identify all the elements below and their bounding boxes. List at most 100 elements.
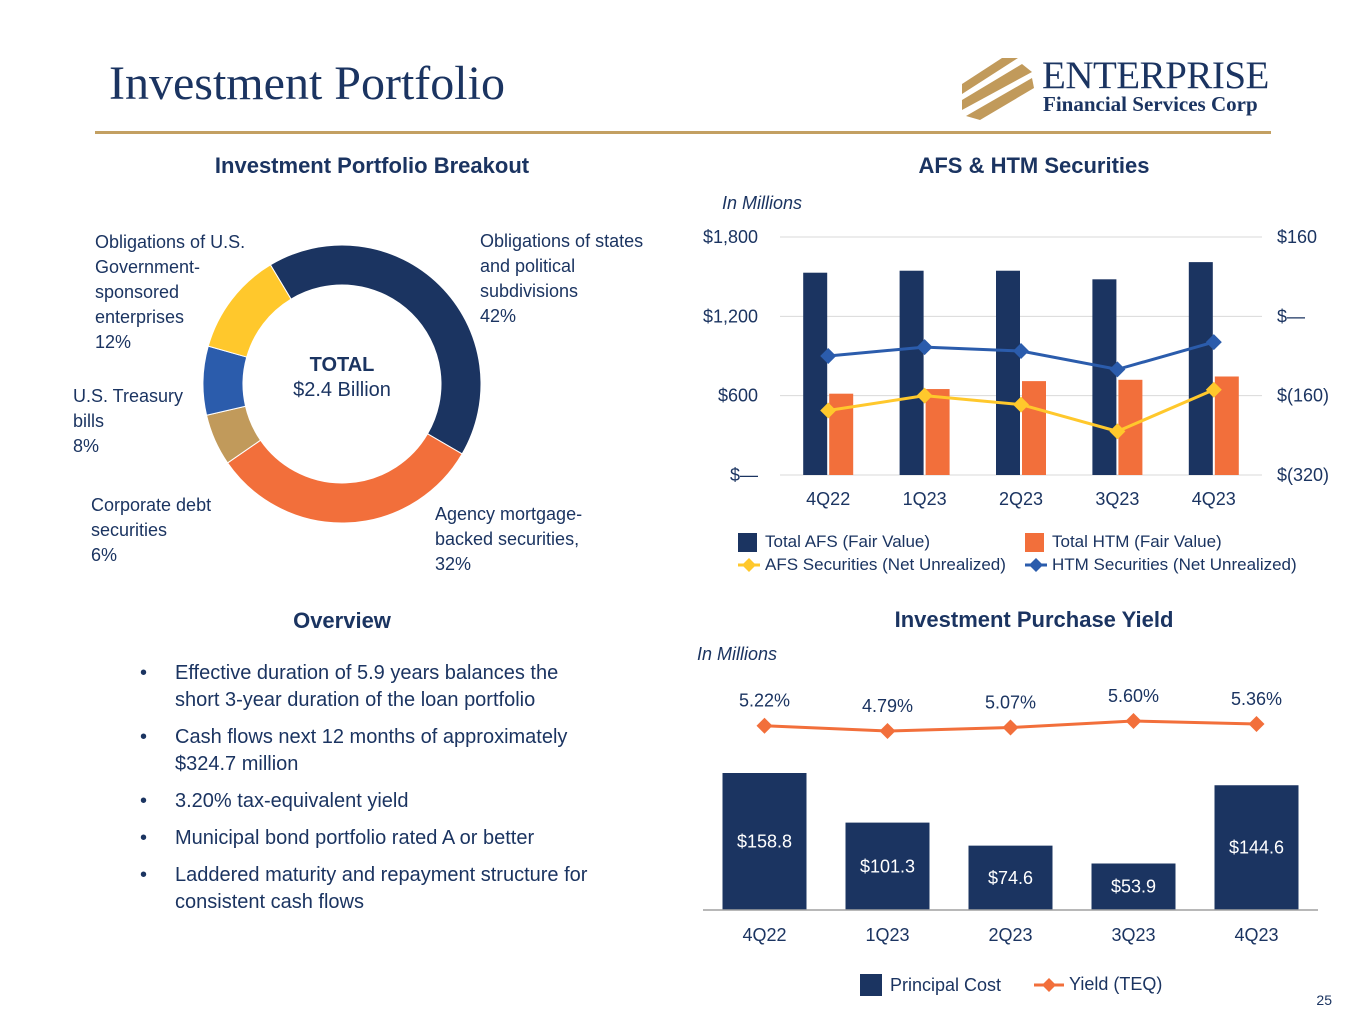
legend-line-marker [1034,977,1064,992]
x-tick-label: 4Q22 [806,489,850,509]
y-left-tick-label: $1,200 [703,306,758,326]
x-tick-label: 1Q23 [903,489,947,509]
donut-slice-0 [269,244,482,455]
donut-slice-3 [202,345,248,416]
yield-data-label: 5.36% [1231,689,1282,709]
legend-afs-net-unrealized: AFS Securities (Net Unrealized) [738,555,1006,575]
yield-point [1125,713,1142,729]
pie-label-agency-mbs: Agency mortgage-backed securities, 32% [435,502,605,577]
logo-stripes-icon [962,58,1034,120]
pie-label-name: U.S. Treasury bills [73,386,184,431]
overview-bullet: 3.20% tax-equivalent yield [140,788,600,815]
line-point [916,387,933,404]
logo-subtitle: Financial Services Corp [1043,92,1258,116]
pie-label-percent: 8% [73,436,100,456]
bar-total-htm [925,389,950,475]
pie-label-gse: Obligations of U.S. Government-sponsored… [95,230,260,355]
bar-total-afs [1092,279,1117,475]
legend-label: Total HTM (Fair Value) [1052,532,1222,551]
bar-data-label: $101.3 [860,856,915,876]
bar-total-afs [803,272,828,475]
header-divider [95,131,1271,134]
bar-data-label: $53.9 [1111,877,1156,897]
afs-htm-title: AFS & HTM Securities [918,153,1150,178]
x-tick-label: 4Q22 [742,925,786,945]
donut-center-total: TOTAL $2.4 Billion [272,354,412,402]
overview-bullet-list: Effective duration of 5.9 years balances… [140,660,600,926]
donut-total-label: TOTAL [309,354,375,376]
legend-label: HTM Securities (Net Unrealized) [1052,555,1297,574]
yield-legend: Principal Cost Yield (TEQ) [860,974,1180,1000]
legend-label: Yield (TEQ) [1069,974,1163,994]
pie-label-percent: 32% [435,554,472,574]
legend-swatch [738,532,757,552]
yield-units: In Millions [697,644,778,664]
yield-point [879,723,896,739]
line-point [1109,361,1126,378]
bar-total-afs [899,270,924,475]
company-logo: ENTERPRISE Financial Services Corp [962,54,1274,122]
line-point [1109,423,1126,440]
x-tick-label: 4Q23 [1234,925,1278,945]
overview-bullet: Cash flows next 12 months of approximate… [140,724,600,778]
legend-label: AFS Securities (Net Unrealized) [765,555,1006,574]
pie-label-treasury: U.S. Treasury bills 8% [73,384,198,459]
series-line-3 [828,340,1215,371]
yield-data-label: 4.79% [862,696,913,716]
x-tick-label: 3Q23 [1095,489,1139,509]
y-left-tick-label: $600 [718,386,758,406]
pie-label-percent: 12% [95,332,132,352]
x-tick-label: 3Q23 [1111,925,1155,945]
legend-line-marker [738,558,760,572]
legend-label: Principal Cost [890,974,1002,995]
line-point [916,339,933,356]
legend-htm-net-unrealized: HTM Securities (Net Unrealized) [1025,555,1297,575]
bar-principal-cost [1214,785,1299,910]
series-line-2 [827,388,1215,433]
pie-label-name: Corporate debt securities [91,495,212,540]
legend-swatch [860,974,882,996]
donut-slice-1 [226,433,463,524]
yield-point [1248,715,1265,732]
bar-total-afs [1188,262,1213,475]
bar-data-label: $144.6 [1229,838,1284,858]
y-left-tick-label: $1,800 [703,227,758,247]
page-number: 25 [1316,992,1332,1008]
bar-total-htm [1118,379,1143,475]
y-right-tick-label: $160 [1277,227,1317,247]
pie-label-name: Obligations of U.S. Government-sponsored… [95,232,246,327]
line-point [1205,381,1222,398]
overview-title: Overview [293,608,391,633]
legend-swatch [1025,532,1044,552]
overview-bullet: Laddered maturity and repayment structur… [140,862,600,916]
x-tick-label: 2Q23 [988,925,1032,945]
legend-principal-cost: Principal Cost [860,974,1001,996]
y-right-tick-label: $(160) [1277,386,1329,406]
yield-data-label: 5.60% [1108,686,1159,706]
yield-point [756,717,773,734]
legend-yield-teq: Yield (TEQ) [1034,974,1162,995]
legend-total-htm: Total HTM (Fair Value) [1025,532,1222,552]
bar-principal-cost [845,822,930,910]
line-point [820,348,837,364]
yield-data-label: 5.22% [739,691,790,711]
bar-data-label: $74.6 [988,868,1033,888]
bar-total-htm [1022,381,1046,475]
yield-line [764,719,1257,733]
pie-label-name: Obligations of states and political subd… [480,231,644,301]
x-tick-label: 1Q23 [865,925,909,945]
yield-title: Investment Purchase Yield [894,607,1174,632]
legend-total-afs: Total AFS (Fair Value) [738,532,930,552]
legend-label: Total AFS (Fair Value) [765,532,931,551]
bar-total-afs [996,270,1020,475]
legend-line-marker [1025,558,1047,572]
donut-slice-2 [205,405,262,464]
pie-label-percent: 6% [91,545,118,565]
overview-bullet: Effective duration of 5.9 years balances… [140,660,600,714]
donut-total-value: $2.4 Billion [293,379,391,401]
line-point [820,402,837,419]
yield-data-label: 5.07% [985,693,1036,713]
pie-label-percent: 42% [480,306,517,326]
y-right-tick-label: $(320) [1277,465,1329,485]
logo-name: ENTERPRISE [1042,54,1269,97]
